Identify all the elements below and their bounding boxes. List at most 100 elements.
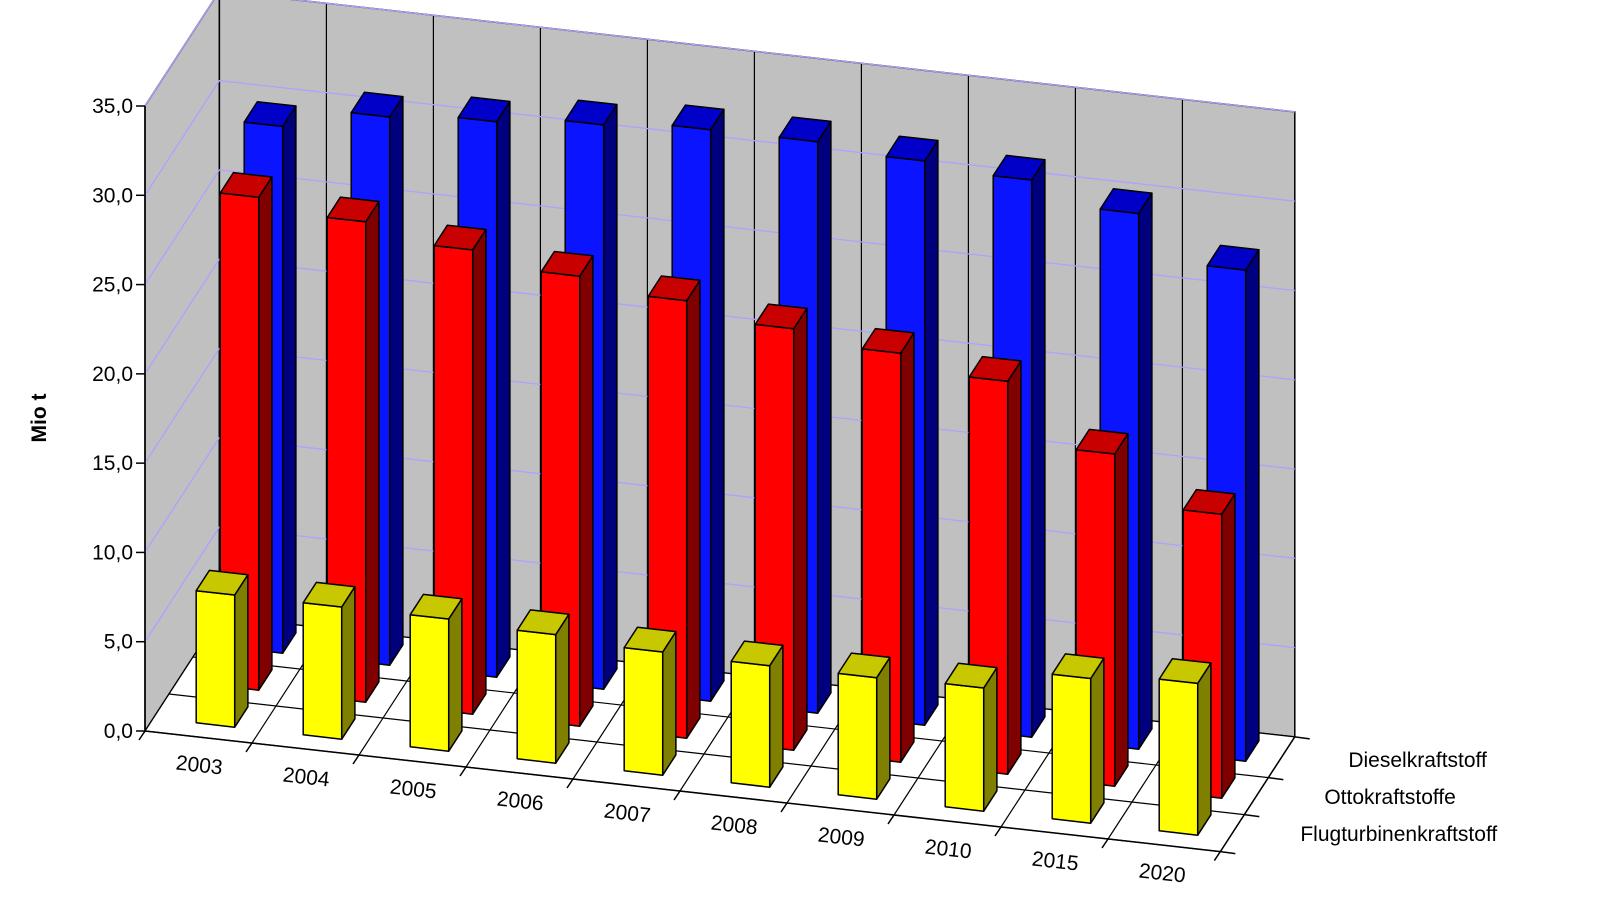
x-tick-label: 2006 xyxy=(496,788,545,816)
bar-side xyxy=(1113,432,1129,787)
bar-front xyxy=(409,613,450,752)
bar-side xyxy=(233,573,249,728)
bar-front xyxy=(623,646,664,776)
x-tick xyxy=(566,778,574,789)
bar-front xyxy=(1051,673,1092,824)
bar-side xyxy=(554,613,570,764)
bar-top xyxy=(1206,244,1260,271)
bar-side xyxy=(1137,192,1153,750)
bar-top xyxy=(540,250,594,277)
bar-side xyxy=(578,255,594,727)
bar xyxy=(219,171,273,691)
bar-top xyxy=(623,626,677,653)
gridline xyxy=(144,0,1295,113)
bar-top xyxy=(671,104,725,131)
bar-side xyxy=(685,279,701,739)
bar-side xyxy=(1244,248,1260,762)
bar xyxy=(540,250,594,727)
depth-axis-line xyxy=(1219,736,1296,853)
bar xyxy=(837,652,891,800)
bar-side xyxy=(340,585,356,740)
bar-front xyxy=(195,589,236,728)
bar-front xyxy=(730,660,771,788)
x-tick-label: 2020 xyxy=(1138,860,1187,888)
axes: 0,0 5,0 10,0 15,0 20,0 25,0 30,0 35,0 2003 2004 20… xyxy=(92,95,1497,888)
depth-tick xyxy=(1268,776,1284,781)
bar-top xyxy=(457,96,511,123)
x-tick xyxy=(245,742,253,753)
bar-side xyxy=(1030,158,1046,738)
bar-side xyxy=(709,108,725,702)
bar-front xyxy=(302,601,343,740)
bar-side xyxy=(1196,662,1212,836)
series-label: Ottokraftstoffe xyxy=(1324,786,1456,809)
bar-top xyxy=(778,116,832,143)
y-tick-label: 25,0 xyxy=(92,274,133,297)
bar-side xyxy=(1006,360,1022,775)
bar-front xyxy=(1158,678,1199,836)
x-tick-label: 2005 xyxy=(389,776,438,804)
bar xyxy=(730,640,784,788)
x-tick-label: 2015 xyxy=(1031,848,1080,876)
bar-top xyxy=(944,662,998,689)
bar-side xyxy=(899,332,915,763)
x-tick xyxy=(459,766,467,777)
x-axis-line xyxy=(144,730,1221,853)
bar xyxy=(944,662,998,812)
bar-side xyxy=(257,176,273,691)
x-tick-label: 2010 xyxy=(924,836,973,864)
bar xyxy=(195,569,249,728)
x-tick-label: 2004 xyxy=(282,764,331,792)
bar-side xyxy=(471,228,487,715)
bar-side xyxy=(875,656,891,800)
bar-top xyxy=(243,100,297,128)
bar-top xyxy=(730,640,784,667)
depth-tick xyxy=(1220,850,1236,855)
bar-top xyxy=(837,652,891,679)
bar-side xyxy=(281,105,297,654)
x-tick xyxy=(673,790,681,801)
bar-top xyxy=(1182,488,1236,515)
bar-top xyxy=(1075,428,1129,455)
bar-top xyxy=(992,154,1046,181)
x-tick-label: 2008 xyxy=(710,812,759,840)
bar-top xyxy=(302,581,356,608)
bar-side xyxy=(792,307,808,751)
bar xyxy=(409,593,463,752)
bar-side xyxy=(1220,493,1236,799)
x-tick xyxy=(780,802,788,813)
y-tick-label: 0,0 xyxy=(104,720,133,743)
bar-top xyxy=(647,275,701,302)
bar-side xyxy=(982,666,998,812)
bar-top xyxy=(433,224,487,251)
x-tick-label: 2009 xyxy=(817,824,866,852)
bar xyxy=(516,609,570,764)
bar-side xyxy=(364,200,380,703)
bar-side xyxy=(388,95,404,666)
bar-top xyxy=(409,593,463,620)
bar-top xyxy=(968,355,1022,383)
series-label: Dieselkraftstoff xyxy=(1348,749,1487,772)
bar-top xyxy=(885,135,939,162)
bar-top xyxy=(861,327,915,354)
bar-top xyxy=(516,609,570,636)
x-tick xyxy=(887,814,895,825)
bar-side xyxy=(661,630,677,776)
bar-side xyxy=(447,597,463,752)
depth-tick xyxy=(1294,736,1310,740)
bar-top xyxy=(754,303,808,330)
x-tick xyxy=(994,826,1002,837)
bar-side xyxy=(1089,657,1105,824)
bars xyxy=(195,91,1260,836)
bar-top xyxy=(1099,188,1153,215)
bar xyxy=(623,626,677,776)
y-tick-label: 5,0 xyxy=(104,631,133,654)
bar-top xyxy=(1158,657,1212,685)
bar-top xyxy=(564,99,618,126)
bar-top xyxy=(1051,653,1105,680)
x-tick xyxy=(352,754,360,765)
bar xyxy=(302,581,356,740)
y-tick-label: 35,0 xyxy=(92,95,133,118)
bar-side xyxy=(495,100,511,678)
